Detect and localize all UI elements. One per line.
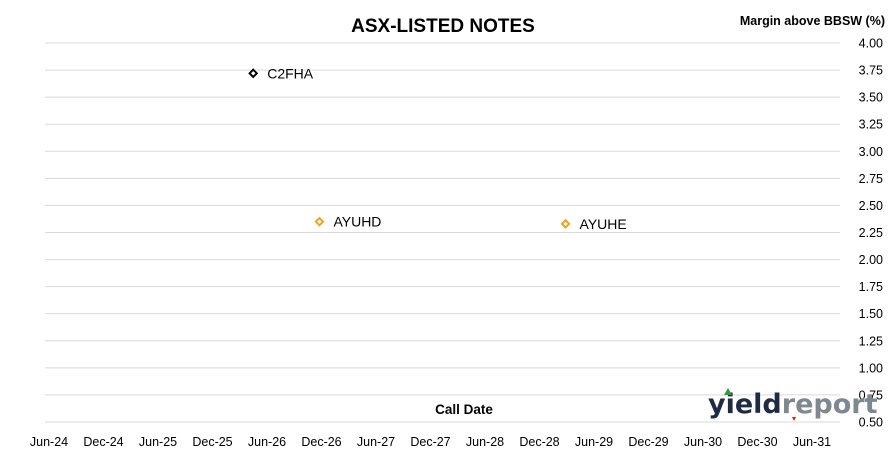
- x-tick-label: Dec-28: [519, 435, 559, 449]
- y-tick-label: 1.50: [859, 307, 883, 321]
- chart-title: ASX-LISTED NOTES: [351, 16, 535, 37]
- y-tick-label: 2.25: [859, 226, 883, 240]
- x-tick-label: Jun-28: [466, 435, 504, 449]
- y-tick-label: 3.00: [859, 145, 883, 159]
- x-tick-label: Dec-27: [410, 435, 450, 449]
- x-tick-label: Dec-26: [301, 435, 341, 449]
- y-tick-label: 3.75: [859, 64, 883, 78]
- y-tick-label: 3.25: [859, 118, 883, 132]
- data-point-c2fha: [248, 68, 259, 79]
- x-tick-label: Jun-29: [575, 435, 613, 449]
- svg-text:yieldreport: yieldreport: [708, 389, 878, 420]
- data-point-ayuhe: [560, 218, 571, 229]
- x-axis-label: Call Date: [435, 402, 493, 417]
- data-points: C2FHA AYUHD AYUHE: [248, 65, 627, 232]
- y-tick-label: 0.50: [859, 416, 883, 430]
- x-tick-label: Jun-25: [139, 435, 177, 449]
- data-point-label: AYUHE: [580, 216, 627, 232]
- y-axis-label: Margin above BBSW (%): [740, 14, 885, 28]
- data-point-ayuhd: [314, 216, 325, 227]
- x-tick-label: Dec-29: [628, 435, 668, 449]
- y-tick-label: 1.00: [859, 361, 883, 375]
- x-tick-label: Dec-25: [192, 435, 232, 449]
- x-tick-label: Jun-26: [248, 435, 286, 449]
- y-tick-label: 2.50: [859, 199, 883, 213]
- logo-green-arrow-icon: [724, 388, 732, 395]
- x-tick-label: Jun-27: [357, 435, 395, 449]
- yieldreport-logo: yieldreport: [708, 388, 878, 421]
- logo-red-arrow-icon: [792, 417, 796, 421]
- x-tick-label: Jun-24: [30, 435, 68, 449]
- y-tick-label: 0.75: [859, 388, 883, 402]
- x-tick-label: Jun-30: [684, 435, 722, 449]
- logo-yield-text: yield: [708, 389, 782, 420]
- data-point-label: C2FHA: [267, 65, 314, 81]
- x-tick-label: Jun-31: [793, 435, 831, 449]
- data-point-label: AYUHD: [333, 214, 381, 230]
- y-tick-label: 3.50: [859, 91, 883, 105]
- x-tick-label: Dec-30: [737, 435, 777, 449]
- y-tick-label: 4.00: [859, 37, 883, 51]
- x-axis-ticks: Jun-24 Dec-24 Jun-25 Dec-25 Jun-26 Dec-26 Jun-…: [30, 435, 831, 449]
- y-tick-label: 1.75: [859, 280, 883, 294]
- x-tick-label: Dec-24: [83, 435, 123, 449]
- gridlines: [45, 42, 840, 423]
- y-tick-label: 2.75: [859, 172, 883, 186]
- y-tick-label: 2.00: [859, 253, 883, 267]
- y-tick-label: 1.25: [859, 334, 883, 348]
- logo-report-text: report: [782, 389, 878, 420]
- y-axis-ticks: 4.00 3.75 3.50 3.25 3.00 2.75 2.50 2.25 2.00 1.75…: [859, 37, 883, 430]
